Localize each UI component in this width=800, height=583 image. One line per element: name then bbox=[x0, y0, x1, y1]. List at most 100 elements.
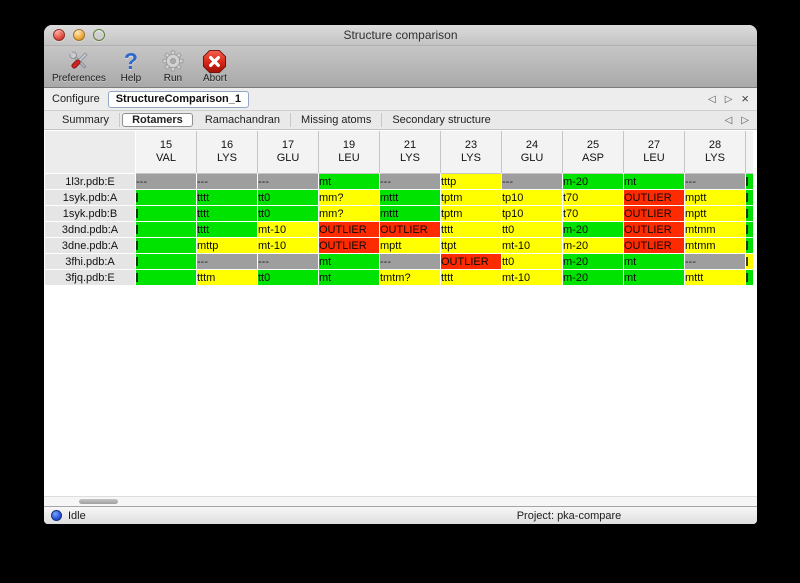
column-header-17[interactable]: 17 GLU bbox=[258, 131, 318, 173]
rotamer-cell[interactable]: OUTLIER bbox=[624, 190, 684, 205]
rotamer-cell[interactable] bbox=[136, 222, 196, 237]
rotamer-cell[interactable]: OUTLIER bbox=[624, 222, 684, 237]
rotamer-cell[interactable] bbox=[136, 190, 196, 205]
rotamer-cell[interactable]: tttt bbox=[197, 190, 257, 205]
abort-button[interactable]: Abort bbox=[198, 48, 232, 84]
rotamer-cell[interactable]: tt0 bbox=[258, 270, 318, 285]
rotamer-cell[interactable]: mtmm bbox=[685, 222, 745, 237]
rotamer-cell[interactable]: tmtm? bbox=[380, 270, 440, 285]
rotamer-cell[interactable]: mt bbox=[319, 270, 379, 285]
rotamer-cell[interactable]: mt bbox=[624, 174, 684, 189]
rotamer-cell[interactable]: tptm bbox=[441, 190, 501, 205]
rotamer-cell[interactable]: --- bbox=[685, 174, 745, 189]
tab-rotamers[interactable]: Rotamers bbox=[122, 113, 193, 127]
row-label[interactable]: 3dne.pdb:A bbox=[45, 238, 135, 253]
rotamer-cell[interactable]: mt bbox=[319, 174, 379, 189]
rotamer-cell[interactable]: mttt bbox=[685, 270, 745, 285]
rotamer-cell[interactable] bbox=[746, 190, 753, 205]
row-label[interactable]: 1syk.pdb:A bbox=[45, 190, 135, 205]
rotamer-cell[interactable]: OUTLIER bbox=[319, 222, 379, 237]
rotamer-cell[interactable]: tt0 bbox=[502, 254, 562, 269]
column-header-25[interactable]: 25 ASP bbox=[563, 131, 623, 173]
configuration-name-field[interactable]: StructureComparison_1 bbox=[107, 90, 250, 108]
rotamer-cell[interactable]: m-20 bbox=[563, 238, 623, 253]
tabs-forward-icon[interactable]: ▷ bbox=[741, 114, 749, 126]
column-header-21[interactable]: 21 LYS bbox=[380, 131, 440, 173]
column-header-24[interactable]: 24 GLU bbox=[502, 131, 562, 173]
rotamer-cell[interactable]: --- bbox=[502, 174, 562, 189]
column-header-19[interactable]: 19 LEU bbox=[319, 131, 379, 173]
title-bar[interactable]: Structure comparison bbox=[44, 25, 757, 46]
rotamer-cell[interactable]: mt-10 bbox=[258, 238, 318, 253]
preferences-button[interactable]: Preferences bbox=[52, 48, 106, 84]
rotamer-cell[interactable]: tttm bbox=[197, 270, 257, 285]
rotamer-cell[interactable]: mt-10 bbox=[258, 222, 318, 237]
rotamer-cell[interactable] bbox=[136, 254, 196, 269]
minimize-window-icon[interactable] bbox=[73, 29, 85, 41]
config-close-icon[interactable]: × bbox=[741, 91, 749, 106]
rotamer-cell[interactable]: OUTLIER bbox=[319, 238, 379, 253]
rotamer-cell[interactable] bbox=[746, 174, 753, 189]
scrollbar-thumb[interactable] bbox=[79, 499, 118, 504]
rotamer-cell[interactable]: mttt bbox=[380, 190, 440, 205]
rotamer-cell[interactable]: --- bbox=[685, 254, 745, 269]
row-label[interactable]: 3fjq.pdb:E bbox=[45, 270, 135, 285]
row-label[interactable]: 3dnd.pdb:A bbox=[45, 222, 135, 237]
column-header-15[interactable]: 15 VAL bbox=[136, 131, 196, 173]
rotamer-cell[interactable]: tttt bbox=[197, 206, 257, 221]
rotamer-cell[interactable]: mttp bbox=[197, 238, 257, 253]
rotamer-cell[interactable]: tttt bbox=[441, 222, 501, 237]
rotamer-cell[interactable]: ttpt bbox=[441, 238, 501, 253]
rotamer-cell[interactable] bbox=[746, 254, 753, 269]
rotamer-cell[interactable]: m-20 bbox=[563, 270, 623, 285]
close-window-icon[interactable] bbox=[53, 29, 65, 41]
rotamer-cell[interactable]: tttt bbox=[441, 270, 501, 285]
rotamer-cell[interactable]: --- bbox=[258, 174, 318, 189]
rotamer-cell[interactable]: --- bbox=[197, 254, 257, 269]
rotamer-cell[interactable] bbox=[136, 206, 196, 221]
tab-missing-atoms[interactable]: Missing atoms bbox=[291, 113, 383, 127]
rotamer-cell[interactable]: mm? bbox=[319, 206, 379, 221]
rotamer-cell[interactable]: mm? bbox=[319, 190, 379, 205]
rotamer-cell[interactable]: mt bbox=[624, 254, 684, 269]
rotamer-cell[interactable] bbox=[136, 270, 196, 285]
run-button[interactable]: Run bbox=[156, 48, 190, 84]
rotamer-cell[interactable] bbox=[136, 238, 196, 253]
rotamer-cell[interactable]: --- bbox=[136, 174, 196, 189]
rotamer-cell[interactable]: tttp bbox=[441, 174, 501, 189]
rotamer-cell[interactable] bbox=[746, 238, 753, 253]
rotamer-cell[interactable]: OUTLIER bbox=[380, 222, 440, 237]
rotamer-cell[interactable]: --- bbox=[258, 254, 318, 269]
rotamer-cell[interactable]: OUTLIER bbox=[441, 254, 501, 269]
tab-secondary-structure[interactable]: Secondary structure bbox=[392, 114, 491, 126]
rotamer-cell[interactable]: OUTLIER bbox=[624, 238, 684, 253]
config-forward-icon[interactable]: ▷ bbox=[724, 93, 733, 105]
config-back-icon[interactable]: ◁ bbox=[708, 93, 716, 105]
rotamer-cell[interactable]: tt0 bbox=[502, 222, 562, 237]
rotamer-cell[interactable]: tt0 bbox=[258, 190, 318, 205]
row-label[interactable]: 1syk.pdb:B bbox=[45, 206, 135, 221]
rotamer-cell[interactable]: OUTLIER bbox=[624, 206, 684, 221]
zoom-window-icon[interactable] bbox=[93, 29, 105, 41]
rotamer-cell[interactable]: m-20 bbox=[563, 222, 623, 237]
rotamer-cell[interactable]: mptt bbox=[380, 238, 440, 253]
rotamer-cell[interactable]: m-20 bbox=[563, 174, 623, 189]
rotamer-cell[interactable]: mptt bbox=[685, 190, 745, 205]
rotamer-cell[interactable]: t70 bbox=[563, 206, 623, 221]
rotamer-cell[interactable]: tp10 bbox=[502, 206, 562, 221]
rotamer-cell[interactable] bbox=[746, 270, 753, 285]
rotamer-cell[interactable]: mptt bbox=[685, 206, 745, 221]
column-header-16[interactable]: 16 LYS bbox=[197, 131, 257, 173]
help-button[interactable]: ? Help bbox=[114, 48, 148, 84]
rotamer-cell[interactable]: tp10 bbox=[502, 190, 562, 205]
rotamer-cell[interactable]: tttt bbox=[197, 222, 257, 237]
rotamer-cell[interactable]: --- bbox=[197, 174, 257, 189]
row-label[interactable]: 1l3r.pdb:E bbox=[45, 174, 135, 189]
rotamer-cell[interactable]: mttt bbox=[380, 206, 440, 221]
rotamer-cell[interactable] bbox=[746, 222, 753, 237]
rotamer-cell[interactable]: tt0 bbox=[258, 206, 318, 221]
column-header-23[interactable]: 23 LYS bbox=[441, 131, 501, 173]
rotamer-cell[interactable]: m-20 bbox=[563, 254, 623, 269]
tab-summary[interactable]: Summary bbox=[52, 113, 121, 127]
column-header-27[interactable]: 27 LEU bbox=[624, 131, 684, 173]
